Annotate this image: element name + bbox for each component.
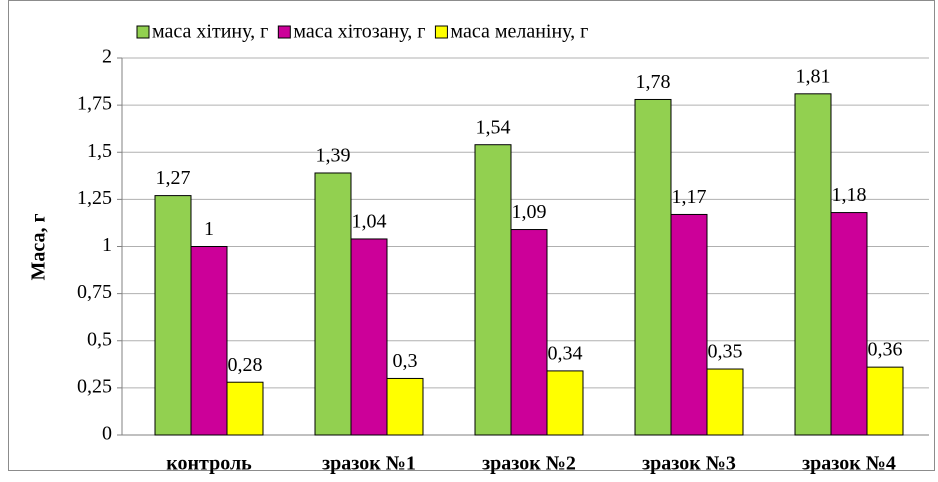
bar [634,98,672,436]
bar [386,377,424,436]
y-tick-label: 0,75 [77,281,112,303]
value-label: 0,34 [548,343,583,365]
value-label: 1 [204,218,214,240]
y-tick-label: 2 [102,46,112,68]
x-tick-label: зразок №1 [322,453,416,475]
legend-swatch [136,25,150,39]
value-label: 0,3 [393,350,418,372]
value-label: 1,27 [156,167,191,189]
value-label: 0,35 [708,341,743,363]
value-label: 1,18 [832,184,867,206]
value-label: 1,78 [636,71,671,93]
value-label: 1,17 [672,186,707,208]
bar [474,144,512,436]
legend-swatch [277,25,291,39]
y-tick-label: 0,25 [77,375,112,397]
bar [706,368,744,436]
bar [190,246,228,436]
legend-swatch [434,25,448,39]
legend-label: маса меланіну, г [450,21,588,43]
x-tick-label: контроль [166,453,252,475]
y-tick-label: 0,5 [87,328,112,350]
y-tick-label: 1,25 [77,187,112,209]
legend-label: маса хітозану, г [293,21,425,43]
x-tick-label: зразок №2 [482,453,576,475]
y-axis-label: Маса, г [28,213,50,280]
bar [510,229,548,436]
bar [546,370,584,436]
value-label: 1,39 [316,145,351,167]
value-label: 0,36 [868,339,903,361]
bar [350,238,388,436]
y-tick-label: 1,75 [77,93,112,115]
bar [314,172,352,436]
bar [794,93,832,436]
y-tick-label: 1,5 [87,140,112,162]
value-label: 1,54 [476,116,511,138]
value-label: 1,81 [796,65,831,87]
bar [866,366,904,436]
x-tick-label: зразок №4 [802,453,896,475]
bar [670,213,708,436]
bar [226,381,264,436]
y-tick-label: 0 [102,423,112,445]
bar [154,195,192,436]
legend-label: маса хітину, г [152,21,268,43]
value-label: 0,28 [228,354,263,376]
value-label: 1,09 [512,201,547,223]
value-label: 1,04 [352,211,387,233]
bar [830,212,868,436]
y-tick-label: 1 [102,234,112,256]
x-tick-label: зразок №3 [642,453,736,475]
